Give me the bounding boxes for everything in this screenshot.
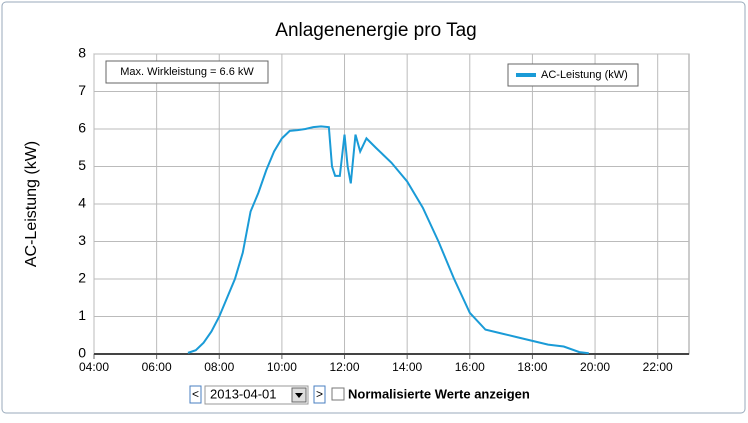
x-tick-label: 06:00	[142, 360, 172, 374]
x-tick-label: 10:00	[267, 360, 297, 374]
x-tick-label: 16:00	[455, 360, 485, 374]
dropdown-arrow	[295, 393, 303, 398]
y-tick-label: 8	[78, 45, 86, 61]
x-tick-label: 22:00	[643, 360, 673, 374]
legend-label: AC-Leistung (kW)	[541, 69, 628, 81]
y-tick-label: 5	[78, 157, 86, 173]
date-value[interactable]: 2013-04-01	[210, 386, 277, 401]
x-tick-label: 18:00	[517, 360, 547, 374]
checkbox-label[interactable]: Normalisierte Werte anzeigen	[348, 386, 530, 401]
y-tick-label: 3	[78, 232, 86, 248]
prev-button[interactable]	[189, 385, 202, 404]
chart-title: Anlagenenergie pro Tag	[275, 20, 476, 41]
checkbox[interactable]	[331, 387, 345, 401]
annotation-box	[105, 60, 269, 84]
y-tick-label: 7	[78, 82, 86, 98]
y-tick-label: 0	[78, 345, 86, 361]
x-tick-label: 12:00	[330, 360, 360, 374]
y-axis-label: AC-Leistung (kW)	[23, 141, 40, 267]
y-tick-label: 2	[78, 270, 86, 286]
next-label[interactable]: >	[316, 387, 323, 401]
plot: 0 1 2 3 4 5 6 7 8 04:00 06:00 08:00 10:00 12:00 14:00 1…	[78, 45, 690, 374]
x-tick-label: 08:00	[204, 360, 234, 374]
date-select[interactable]	[204, 385, 309, 405]
x-tick-label: 20:00	[580, 360, 610, 374]
legend	[507, 63, 639, 87]
y-tick-label: 1	[78, 307, 86, 323]
x-tick-label: 14:00	[392, 360, 422, 374]
x-tick-label: 04:00	[79, 360, 109, 374]
prev-label[interactable]: <	[192, 387, 199, 401]
line	[187, 125, 589, 355]
y-tick-label: 4	[78, 195, 86, 211]
y-tick-label: 6	[78, 120, 86, 136]
next-button[interactable]	[313, 385, 326, 404]
annotation: Max. Wirkleistung = 6.6 kW	[120, 66, 254, 78]
